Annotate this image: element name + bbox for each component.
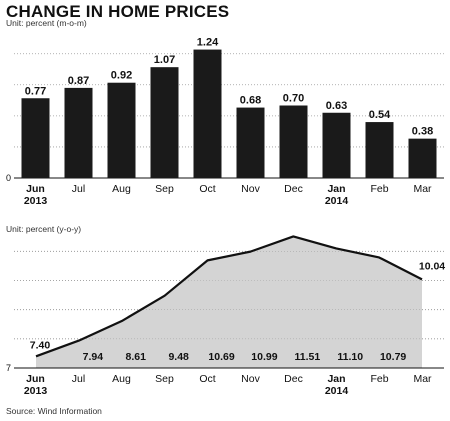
area-x-tick-label: Sep <box>155 373 174 385</box>
bar-value-label: 0.63 <box>326 100 347 112</box>
area-value-label: 8.61 <box>126 351 147 363</box>
area-value-label: 10.99 <box>251 351 277 363</box>
bar-x-tick-label: Sep <box>155 183 174 195</box>
bar-x-tick-label: Feb <box>370 183 388 195</box>
area-value-label: 9.48 <box>168 351 189 363</box>
area-x-tick-label: Jan <box>327 373 345 385</box>
bar-aug <box>107 82 136 178</box>
area-value-label: 10.69 <box>208 351 234 363</box>
bar-x-tick-label: Mar <box>413 183 432 195</box>
bar-x-tick-label: Jan <box>327 183 345 195</box>
bar-value-label: 1.24 <box>197 37 219 49</box>
bar-jun <box>21 98 50 178</box>
bar-x-tick-label: Jul <box>72 183 85 195</box>
bar-axis-min-label: 0 <box>6 173 11 183</box>
bar-value-label: 0.70 <box>283 93 304 105</box>
bar-mar <box>408 138 437 178</box>
area-value-label: 11.10 <box>337 351 363 363</box>
area-series-line <box>35 235 423 358</box>
bar-value-label: 0.92 <box>111 70 132 82</box>
bar-jan <box>322 112 351 178</box>
area-x-tick-label: Jul <box>72 373 85 385</box>
bar-oct <box>193 49 222 179</box>
bar-value-label: 0.68 <box>240 95 261 107</box>
area-value-label: 11.51 <box>294 351 320 363</box>
area-x-tick-label: Nov <box>241 373 260 385</box>
bar-x-year-label: 2013 <box>24 195 48 207</box>
area-fill <box>36 236 422 368</box>
area-x-year-label: 2014 <box>325 385 349 397</box>
area-x-tick-label: Feb <box>370 373 388 385</box>
bar-value-label: 0.87 <box>68 75 89 87</box>
area-x-tick-label: Jun <box>26 373 45 385</box>
bar-x-tick-label: Nov <box>241 183 260 195</box>
bar-jul <box>64 87 93 178</box>
bar-value-label: 0.38 <box>412 126 433 138</box>
bar-x-year-label: 2014 <box>325 195 349 207</box>
area-x-tick-label: Oct <box>199 373 215 385</box>
bar-x-tick-label: Oct <box>199 183 215 195</box>
bar-x-tick-label: Jun <box>26 183 45 195</box>
area-chart-unit: Unit: percent (y-o-y) <box>6 224 82 234</box>
area-value-label: 7.94 <box>83 351 104 363</box>
bar-feb <box>365 122 394 178</box>
bar-value-label: 1.07 <box>154 54 175 66</box>
bar-nov <box>236 107 265 178</box>
bar-x-tick-label: Dec <box>284 183 303 195</box>
area-x-tick-label: Mar <box>413 373 432 385</box>
bar-value-label: 0.77 <box>25 85 46 97</box>
area-axis-min-label: 7 <box>6 363 11 373</box>
source-note: Source: Wind Information <box>6 406 102 416</box>
bar-chart-unit: Unit: percent (m-o-m) <box>6 18 87 28</box>
area-value-label: 10.79 <box>380 351 406 363</box>
bar-value-label: 0.54 <box>369 109 391 121</box>
chart-title: CHANGE IN HOME PRICES <box>6 2 230 21</box>
bar-x-tick-label: Aug <box>112 183 131 195</box>
area-value-label: 10.04 <box>419 260 445 272</box>
area-x-tick-label: Dec <box>284 373 303 385</box>
area-x-year-label: 2013 <box>24 385 48 397</box>
area-x-tick-label: Aug <box>112 373 131 385</box>
bar-dec <box>279 105 308 178</box>
area-value-label: 7.40 <box>30 339 51 351</box>
bar-sep <box>150 67 179 178</box>
